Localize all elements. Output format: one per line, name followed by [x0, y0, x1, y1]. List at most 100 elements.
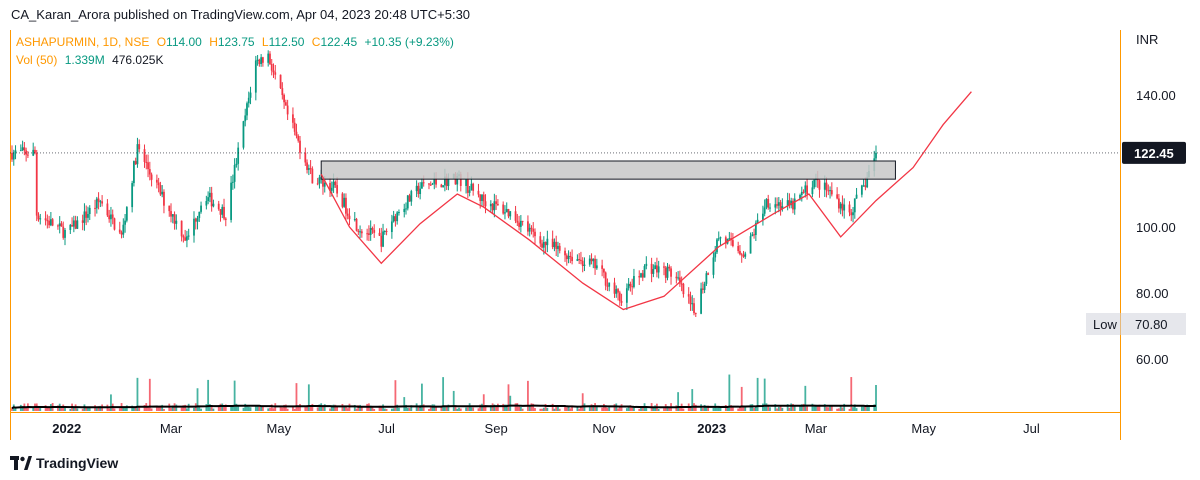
- volume-bar: [182, 405, 185, 411]
- volume-bar: [668, 406, 671, 411]
- volume-bar: [739, 406, 741, 411]
- candle-body: [403, 208, 406, 212]
- volume-bar: [553, 408, 556, 411]
- candle-body: [802, 191, 805, 193]
- last-price-value: 122.45: [1134, 146, 1174, 161]
- volume-bar: [875, 385, 877, 411]
- legend-vol-ma: 476.025K: [112, 53, 164, 67]
- candle-body: [433, 179, 436, 184]
- candle-body: [69, 224, 72, 230]
- volume-bar: [555, 406, 558, 411]
- volume-bar: [405, 404, 407, 411]
- volume-bar: [343, 406, 346, 411]
- candle-body: [744, 253, 747, 257]
- volume-bar: [417, 407, 420, 411]
- volume-bar: [163, 408, 165, 411]
- volume-bar: [557, 405, 559, 411]
- volume-bar: [604, 405, 607, 411]
- candle-body: [629, 283, 632, 287]
- candle-body: [72, 220, 75, 227]
- legend-open: 114.00: [166, 35, 202, 49]
- volume-bar: [578, 408, 581, 411]
- volume-bar: [442, 377, 445, 411]
- candle-body: [779, 202, 782, 209]
- price-axis: 140.00 100.00 80.00 60.00: [1136, 88, 1176, 367]
- candle-body: [299, 140, 301, 153]
- candle-body: [825, 182, 828, 191]
- volume-bar: [567, 407, 570, 411]
- candle-body: [170, 211, 172, 217]
- candle-body: [37, 215, 40, 220]
- candle-body: [657, 266, 660, 273]
- volume-bar: [716, 407, 718, 411]
- volume-bar: [385, 408, 388, 411]
- candle-body: [368, 233, 370, 235]
- candle-body: [756, 219, 759, 223]
- candle-body: [850, 212, 853, 216]
- volume-bar: [836, 408, 839, 411]
- volume-bar: [613, 404, 616, 411]
- candle-body: [712, 257, 715, 275]
- volume-bar: [419, 404, 422, 411]
- volume-bar: [186, 408, 188, 411]
- candle-body: [428, 183, 430, 185]
- volume-bar: [742, 407, 745, 411]
- volume-bar: [382, 404, 384, 411]
- candle-body: [482, 194, 485, 202]
- volume-bar: [580, 406, 582, 411]
- legend-change: +10.35 (+9.23%): [364, 35, 454, 49]
- candle-body: [542, 241, 545, 248]
- volume-bar: [258, 405, 261, 411]
- volume-bar: [147, 406, 149, 411]
- candle-body: [406, 195, 409, 209]
- candle-body: [332, 181, 335, 188]
- candle-body: [806, 185, 808, 195]
- candle-body: [753, 234, 755, 236]
- candle-body: [804, 185, 807, 193]
- time-label-0: 2022: [52, 421, 81, 436]
- candle-body: [717, 238, 720, 240]
- volume-bar: [447, 404, 450, 411]
- candle-body: [380, 235, 383, 247]
- volume-bar: [705, 407, 708, 411]
- candle-body: [256, 59, 259, 61]
- candle-body: [348, 215, 351, 220]
- volume-bar: [827, 407, 830, 411]
- candle-body: [645, 263, 648, 267]
- volume-bar: [85, 406, 88, 411]
- tradingview-logo[interactable]: TradingView: [10, 452, 118, 474]
- volume-bar: [813, 406, 816, 411]
- candle-body: [509, 211, 512, 217]
- time-label-1: Mar: [160, 421, 183, 436]
- candle-body: [790, 200, 793, 206]
- candle-body: [134, 161, 137, 165]
- candle-body: [168, 205, 171, 212]
- candle-body: [231, 181, 234, 183]
- candle-body: [564, 250, 566, 256]
- volume-bar: [46, 406, 49, 411]
- volume-bar: [231, 404, 234, 411]
- candle-body: [703, 283, 706, 290]
- volume-bar: [134, 407, 137, 411]
- candle-body: [34, 149, 36, 153]
- candle-body: [359, 231, 361, 233]
- candle-body: [95, 198, 98, 209]
- time-axis: 2022 Mar May Jul Sep Nov 2023 Mar May Jul: [52, 421, 1040, 436]
- candle-body: [297, 135, 300, 141]
- candle-body: [11, 152, 13, 160]
- pattern-curve[interactable]: [320, 91, 972, 311]
- candle-body: [208, 192, 211, 198]
- candle-body: [724, 237, 727, 244]
- legend-low-label: L: [261, 35, 269, 49]
- volume-bar: [210, 406, 213, 411]
- volume-bar: [792, 403, 794, 411]
- candle-body: [603, 268, 605, 273]
- candle-body: [829, 190, 831, 192]
- volume-bar: [606, 408, 609, 411]
- resistance-zone[interactable]: [320, 160, 896, 180]
- candle-body: [749, 236, 752, 254]
- volume-bar: [311, 403, 314, 411]
- volume-bar: [81, 408, 84, 411]
- volume-bar: [246, 406, 248, 411]
